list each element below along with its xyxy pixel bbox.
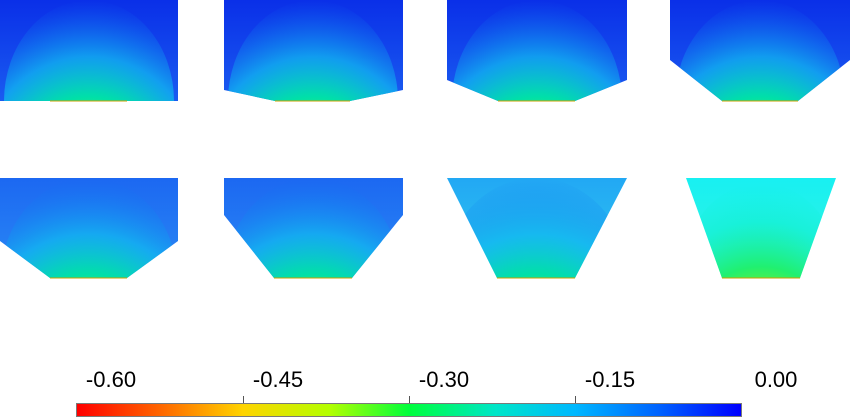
colorbar-gradient xyxy=(76,403,742,417)
contour-panels xyxy=(0,0,850,279)
colorbar-tick-label: -0.45 xyxy=(252,367,304,392)
colorbar-tick-mark xyxy=(243,396,244,404)
colorbar: -0.60 -0.45 -0.30 -0.15 0.00 xyxy=(0,360,850,418)
colorbar-tick-mark xyxy=(409,396,410,404)
colorbar-tick-label: 0.00 xyxy=(754,367,798,392)
panel-6 xyxy=(224,178,403,278)
panel-3 xyxy=(447,0,627,101)
panel-5 xyxy=(0,178,178,278)
panel-1 xyxy=(0,0,178,101)
colorbar-tick-label: -0.15 xyxy=(584,367,636,392)
colorbar-tick-mark xyxy=(575,396,576,404)
panel-8 xyxy=(686,178,836,278)
panel-7 xyxy=(447,178,627,278)
panel-2 xyxy=(224,0,403,101)
colorbar-tick-label: -0.30 xyxy=(418,367,470,392)
colorbar-tick-label: -0.60 xyxy=(85,367,137,392)
